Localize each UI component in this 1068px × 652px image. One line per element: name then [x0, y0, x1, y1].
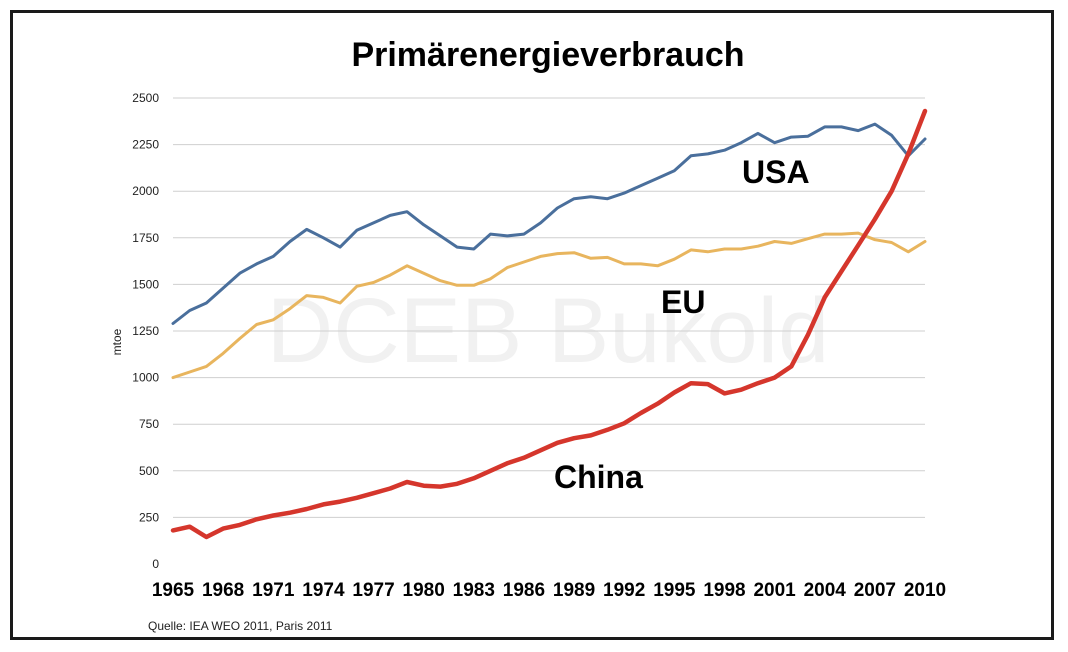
x-tick-label: 1983	[453, 580, 495, 601]
series-line-eu	[171, 231, 927, 380]
x-tick-label: 1971	[252, 580, 295, 601]
x-axis-ticks: 1965 1968 1971 1974 1977 1980 1983 1986 1989 1992…	[152, 580, 946, 601]
y-axis-label: mtoe	[110, 328, 124, 355]
chart-frame	[10, 10, 1054, 640]
source-note: Quelle: IEA WEO 2011, Paris 2011	[148, 619, 333, 633]
y-tick-label: 250	[139, 510, 159, 524]
series-lines	[170, 108, 928, 540]
y-tick-label: 1250	[132, 324, 159, 338]
x-tick-label: 1980	[403, 580, 445, 601]
y-tick-label: 2250	[132, 138, 159, 152]
x-tick-label: 2001	[753, 580, 796, 601]
y-tick-label: 1000	[132, 371, 159, 385]
y-tick-label: 500	[139, 464, 159, 478]
series-label-china: China	[554, 459, 643, 495]
series-line-usa	[171, 122, 927, 325]
series-label-eu: EU	[661, 284, 705, 320]
chart-title: Primärenergieverbrauch	[351, 36, 744, 74]
series-label-usa: USA	[742, 154, 810, 190]
y-tick-label: 1500	[132, 277, 159, 291]
x-tick-label: 1992	[603, 580, 645, 601]
x-tick-label: 1974	[302, 580, 345, 601]
y-tick-label: 0	[152, 557, 159, 571]
x-tick-label: 1965	[152, 580, 195, 601]
x-tick-label: 1995	[653, 580, 696, 601]
x-tick-label: 2004	[804, 580, 847, 601]
x-tick-label: 1998	[703, 580, 745, 601]
x-tick-label: 1977	[352, 580, 394, 601]
x-tick-label: 2007	[854, 580, 896, 601]
x-tick-label: 2010	[904, 580, 946, 601]
y-tick-label: 2000	[132, 184, 159, 198]
y-axis-ticks: 0 250 500 750 1000 1250 1500 1750 2000 2250 2500	[132, 91, 159, 571]
series-line-china	[170, 108, 928, 540]
y-tick-label: 750	[139, 417, 159, 431]
gridlines	[173, 97, 925, 518]
x-tick-label: 1989	[553, 580, 595, 601]
x-tick-label: 1968	[202, 580, 244, 601]
y-tick-label: 1750	[132, 231, 159, 245]
y-tick-label: 2500	[132, 91, 159, 105]
x-tick-label: 1986	[503, 580, 545, 601]
